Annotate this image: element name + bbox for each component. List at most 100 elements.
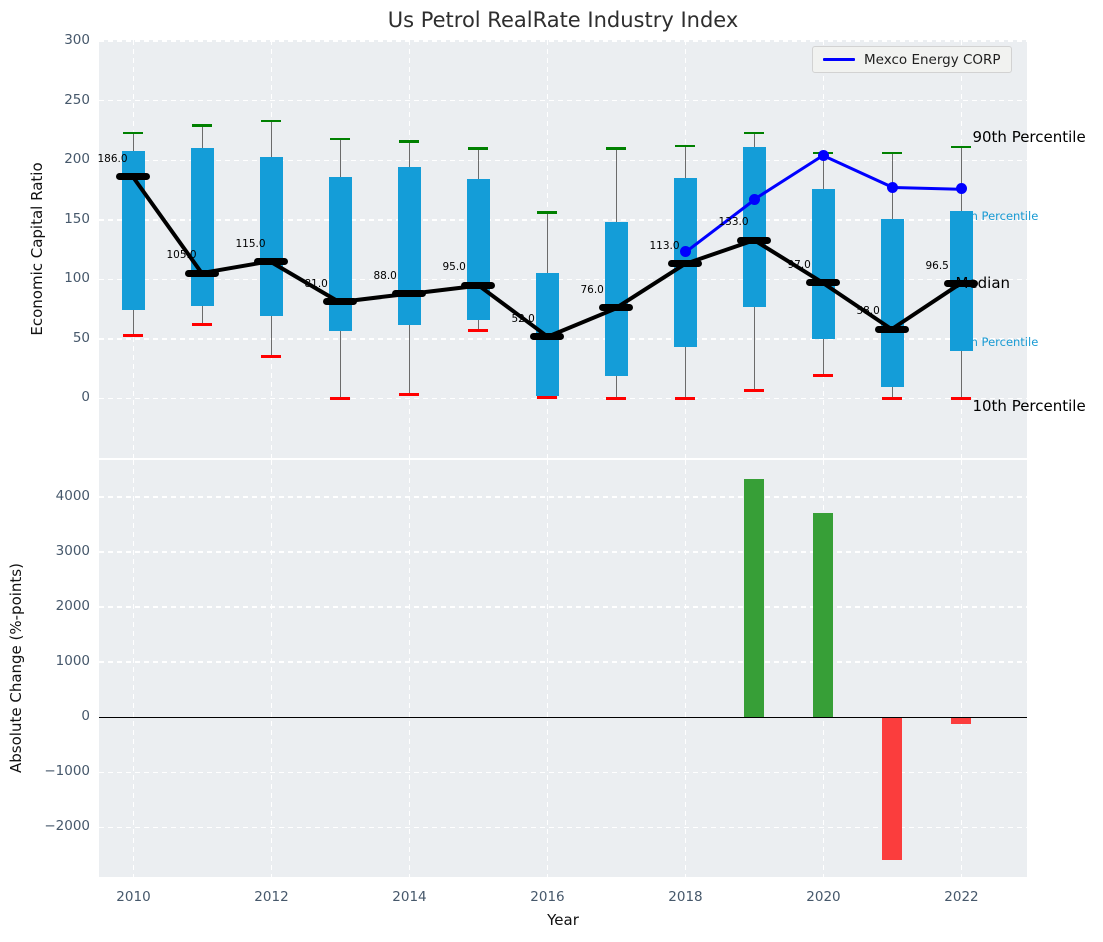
box-2019 <box>742 147 766 307</box>
median-dash-2011 <box>185 269 220 277</box>
annotation-10th-percentile: 10th Percentile <box>972 396 1086 415</box>
top-grid-h <box>99 159 1027 162</box>
top-ytick-label: 250 <box>64 91 90 108</box>
annotation-90th-percentile: 90th Percentile <box>972 127 1086 146</box>
box-2020 <box>811 188 835 339</box>
p10-cap-2015 <box>468 329 489 333</box>
bottom-ytick-label: 3000 <box>55 542 90 559</box>
box-2013 <box>328 176 352 331</box>
bottom-grid-v <box>546 460 549 877</box>
bottom-ytick-label: 2000 <box>55 598 90 615</box>
bottom-grid-v <box>684 460 687 877</box>
box-2011 <box>190 148 214 306</box>
median-dash-2021 <box>875 325 910 333</box>
p10-cap-2012 <box>261 355 282 359</box>
p90-cap-2010 <box>123 131 144 135</box>
median-label-2011: 105.0 <box>166 249 197 262</box>
median-dash-2018 <box>668 260 703 268</box>
median-label-2021: 58.0 <box>856 305 880 318</box>
median-dash-2014 <box>392 290 427 298</box>
bottom-ytick-label: 0 <box>81 708 90 725</box>
p90-cap-2018 <box>675 144 696 148</box>
xtick-label-2022: 2022 <box>944 889 979 905</box>
p90-cap-2012 <box>261 119 282 123</box>
p90-cap-2021 <box>882 151 903 155</box>
xtick-label-2012: 2012 <box>254 889 289 905</box>
top-grid-h <box>99 99 1027 102</box>
p10-cap-2010 <box>123 333 144 337</box>
top-ytick-label: 50 <box>72 329 90 346</box>
bottom-ytick-label: −1000 <box>44 763 90 780</box>
box-2014 <box>397 167 421 325</box>
box-2010 <box>121 150 145 311</box>
median-label-2017: 76.0 <box>580 283 604 296</box>
median-label-2022: 96.5 <box>925 259 949 272</box>
mexco-point-2021 <box>886 181 898 193</box>
box-2017 <box>604 222 628 376</box>
p10-cap-2022 <box>951 396 972 400</box>
bottom-grid-h <box>99 826 1027 829</box>
median-label-2010: 186.0 <box>97 152 128 165</box>
median-dash-2010 <box>116 173 151 181</box>
bottom-grid-v <box>408 460 411 877</box>
zero-line <box>99 716 1027 718</box>
median-label-2015: 95.0 <box>442 261 466 274</box>
box-2015 <box>466 179 490 320</box>
mexco-point-2020 <box>817 150 829 162</box>
p90-cap-2016 <box>537 211 558 214</box>
bottom-grid-h <box>99 551 1027 553</box>
p10-cap-2018 <box>675 396 696 400</box>
xtick-label-2014: 2014 <box>392 889 427 905</box>
top-grid-h <box>99 278 1027 281</box>
p90-cap-2013 <box>330 137 351 141</box>
xtick-label-2020: 2020 <box>806 889 841 905</box>
top-ytick-label: 300 <box>64 32 90 49</box>
p90-cap-2015 <box>468 147 489 150</box>
legend: Mexco Energy CORP <box>812 46 1012 73</box>
bar-2020 <box>813 512 834 718</box>
top-grid-h <box>99 219 1027 221</box>
p10-cap-2021 <box>882 396 903 400</box>
box-2012 <box>259 156 283 317</box>
box-2021 <box>880 218 904 387</box>
bottom-axes-background <box>99 460 1027 877</box>
mexco-point-2018 <box>679 246 691 258</box>
bottom-ytick-label: 4000 <box>55 487 90 504</box>
top-grid-h <box>99 397 1027 400</box>
median-label-2012: 115.0 <box>235 237 266 250</box>
bar-2022 <box>951 717 972 724</box>
bottom-ytick-label: 1000 <box>55 653 90 670</box>
xtick-label-2016: 2016 <box>530 889 565 905</box>
top-ytick-label: 0 <box>81 389 90 406</box>
top-y-axis-label: Economic Capital Ratio <box>28 162 46 336</box>
median-dash-2015 <box>461 281 496 289</box>
median-dash-2012 <box>254 258 289 265</box>
mexco-point-2019 <box>748 194 760 206</box>
top-axes-background <box>99 40 1027 458</box>
median-dash-2022 <box>944 280 979 288</box>
p90-cap-2019 <box>744 131 765 135</box>
median-label-2013: 81.0 <box>304 277 328 290</box>
median-dash-2017 <box>599 304 634 312</box>
bottom-ytick-label: −2000 <box>44 818 90 835</box>
bottom-grid-h <box>99 661 1027 663</box>
median-dash-2020 <box>806 279 841 287</box>
median-label-2016: 52.0 <box>511 312 535 325</box>
top-grid-h <box>99 40 1027 42</box>
bottom-grid-h <box>99 496 1027 498</box>
median-label-2018: 113.0 <box>649 239 680 252</box>
median-label-2019: 133.0 <box>718 216 749 229</box>
top-ytick-label: 100 <box>64 270 90 287</box>
median-label-2020: 97.0 <box>787 258 811 271</box>
top-ytick-label: 200 <box>64 151 90 168</box>
mexco-point-2022 <box>955 183 967 195</box>
x-axis-label: Year <box>547 911 579 929</box>
xtick-label-2018: 2018 <box>668 889 703 905</box>
annotation-median: Median <box>955 274 1011 293</box>
median-dash-2016 <box>530 333 565 341</box>
median-dash-2013 <box>323 298 358 306</box>
legend-line-icon <box>823 58 855 61</box>
chart-title: Us Petrol RealRate Industry Index <box>387 8 739 32</box>
bottom-grid-v <box>960 460 963 877</box>
bottom-grid-h <box>99 771 1027 774</box>
